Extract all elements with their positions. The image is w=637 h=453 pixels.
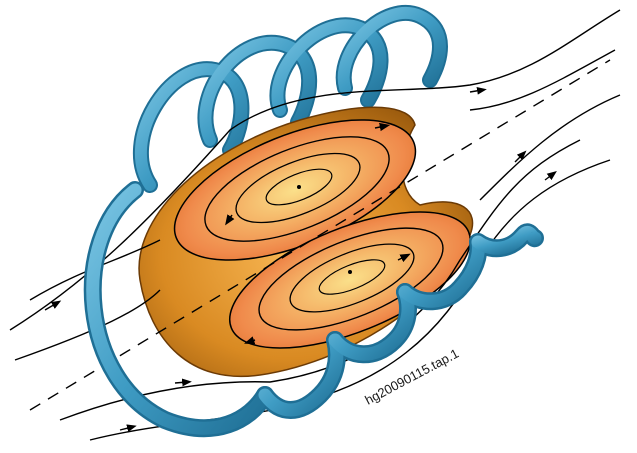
magnetic-coil-front [83,181,544,438]
symmetry-axis [29,59,611,411]
plasma-torus [138,106,474,378]
magnetic-coil [132,5,448,193]
flux-surfaces [173,119,472,349]
